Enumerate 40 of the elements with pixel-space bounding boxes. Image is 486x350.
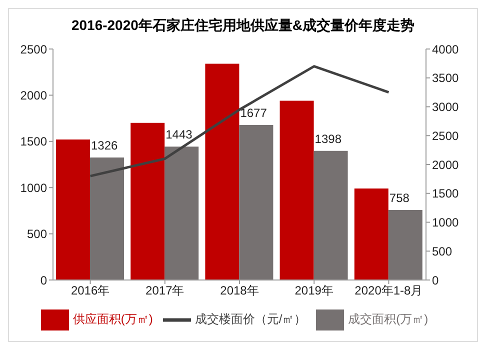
data-label: 1398 (314, 132, 342, 146)
line-series (89, 65, 390, 178)
y2-tick-label: 1000 (432, 216, 460, 230)
y2-tick-label: 3000 (432, 100, 460, 114)
y2-tick-label: 500 (432, 244, 452, 258)
bar (164, 146, 199, 280)
data-label: 1326 (91, 138, 118, 152)
y2-tick-label: 3500 (432, 71, 460, 86)
data-label: 1443 (166, 128, 193, 142)
y2-tick-label: 1500 (432, 186, 460, 201)
x-tick-label: 2019年 (294, 284, 334, 298)
y2-tick-label: 0 (432, 273, 439, 288)
x-tick-label: 2020年1-8月 (354, 284, 423, 298)
bar (314, 150, 348, 280)
y2-tick-label: 4000 (432, 42, 460, 56)
chart-title: 2016-2020年石家庄住宅用地供应量&成交量价年度走势 (70, 16, 416, 35)
bar (90, 157, 124, 280)
y2-tick-label: 2500 (432, 128, 460, 143)
bar (205, 64, 240, 280)
legend-label: 成交楼面价（元/㎡） (194, 312, 306, 326)
bar (388, 210, 422, 280)
y-tick-label: 2000 (20, 88, 48, 102)
bar (280, 100, 314, 280)
y-tick-label: 1500 (20, 134, 48, 149)
data-label: 1677 (240, 106, 268, 120)
bar (239, 125, 274, 280)
y-tick-label: 1000 (20, 180, 48, 195)
data-label: 758 (389, 190, 410, 205)
bar (354, 188, 388, 280)
x-tick-label: 2018年 (220, 284, 259, 298)
y2-tick-label: 2000 (432, 158, 460, 172)
x-tick-label: 2017年 (146, 284, 184, 298)
legend-label: 供应面积(万㎡) (72, 312, 153, 326)
x-tick-label: 2016年 (70, 284, 110, 298)
y-tick-label: 2500 (20, 42, 48, 56)
y-tick-label: 0 (40, 273, 48, 288)
y-tick-label: 500 (26, 227, 48, 242)
bar (130, 122, 165, 280)
bar (56, 140, 90, 280)
legend-label: 成交面积(万㎡) (348, 312, 428, 326)
